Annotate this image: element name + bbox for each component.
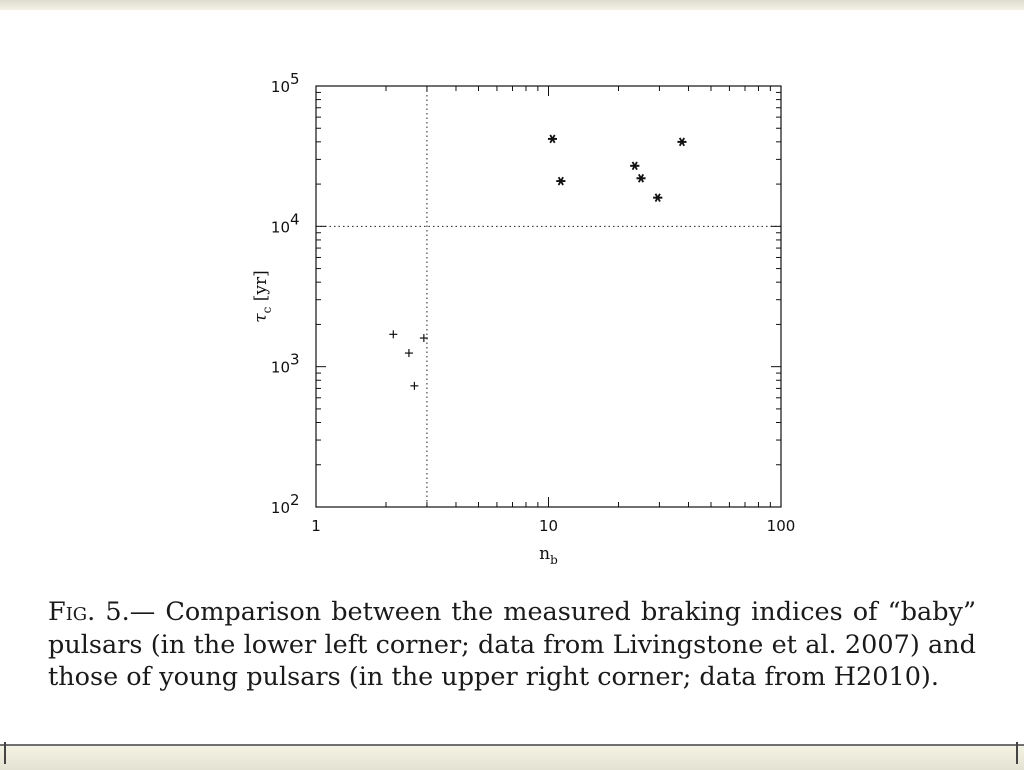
asterisk-marker	[630, 161, 640, 171]
asterisk-marker	[556, 176, 566, 186]
plus-marker	[404, 349, 413, 358]
plus-marker	[389, 330, 398, 339]
caption-text: — Comparison between the measured brakin…	[48, 597, 976, 692]
y-tick-label-exponent: 3	[290, 351, 300, 369]
plus-marker	[419, 334, 428, 343]
slide-left-edge	[4, 742, 6, 764]
y-tick-label: 10	[271, 78, 290, 96]
asterisk-marker	[653, 193, 663, 203]
plot-frame	[315, 85, 782, 508]
asterisk-marker	[547, 134, 557, 144]
slide-top-border	[0, 0, 1024, 10]
asterisk-marker	[636, 173, 646, 183]
y-tick-label: 10	[271, 218, 290, 236]
y-tick-label: 10	[271, 499, 290, 517]
x-tick-label: 100	[767, 517, 796, 535]
y-tick-label-exponent: 5	[290, 70, 300, 88]
y-tick-label-exponent: 4	[290, 210, 300, 228]
figure-label: Fig. 5.	[48, 597, 130, 627]
data-markers	[389, 134, 687, 390]
slide-right-edge	[1016, 742, 1018, 764]
x-tick-label: 1	[311, 517, 321, 535]
y-axis-label: τc [yr]	[251, 270, 274, 323]
slide-bottom-border	[0, 744, 1024, 770]
asterisk-marker	[677, 137, 687, 147]
y-tick-label: 10	[271, 359, 290, 377]
plus-marker	[410, 381, 419, 390]
plot-area	[315, 85, 782, 508]
x-tick-label: 10	[539, 517, 558, 535]
reference-lines	[316, 86, 781, 507]
figure-caption: Fig. 5.— Comparison between the measured…	[48, 596, 976, 694]
axis-ticks	[315, 85, 782, 508]
x-axis-label: nb	[539, 544, 558, 567]
axis-titles: nb τc [yr]	[251, 270, 558, 567]
y-tick-label-exponent: 2	[290, 491, 300, 509]
